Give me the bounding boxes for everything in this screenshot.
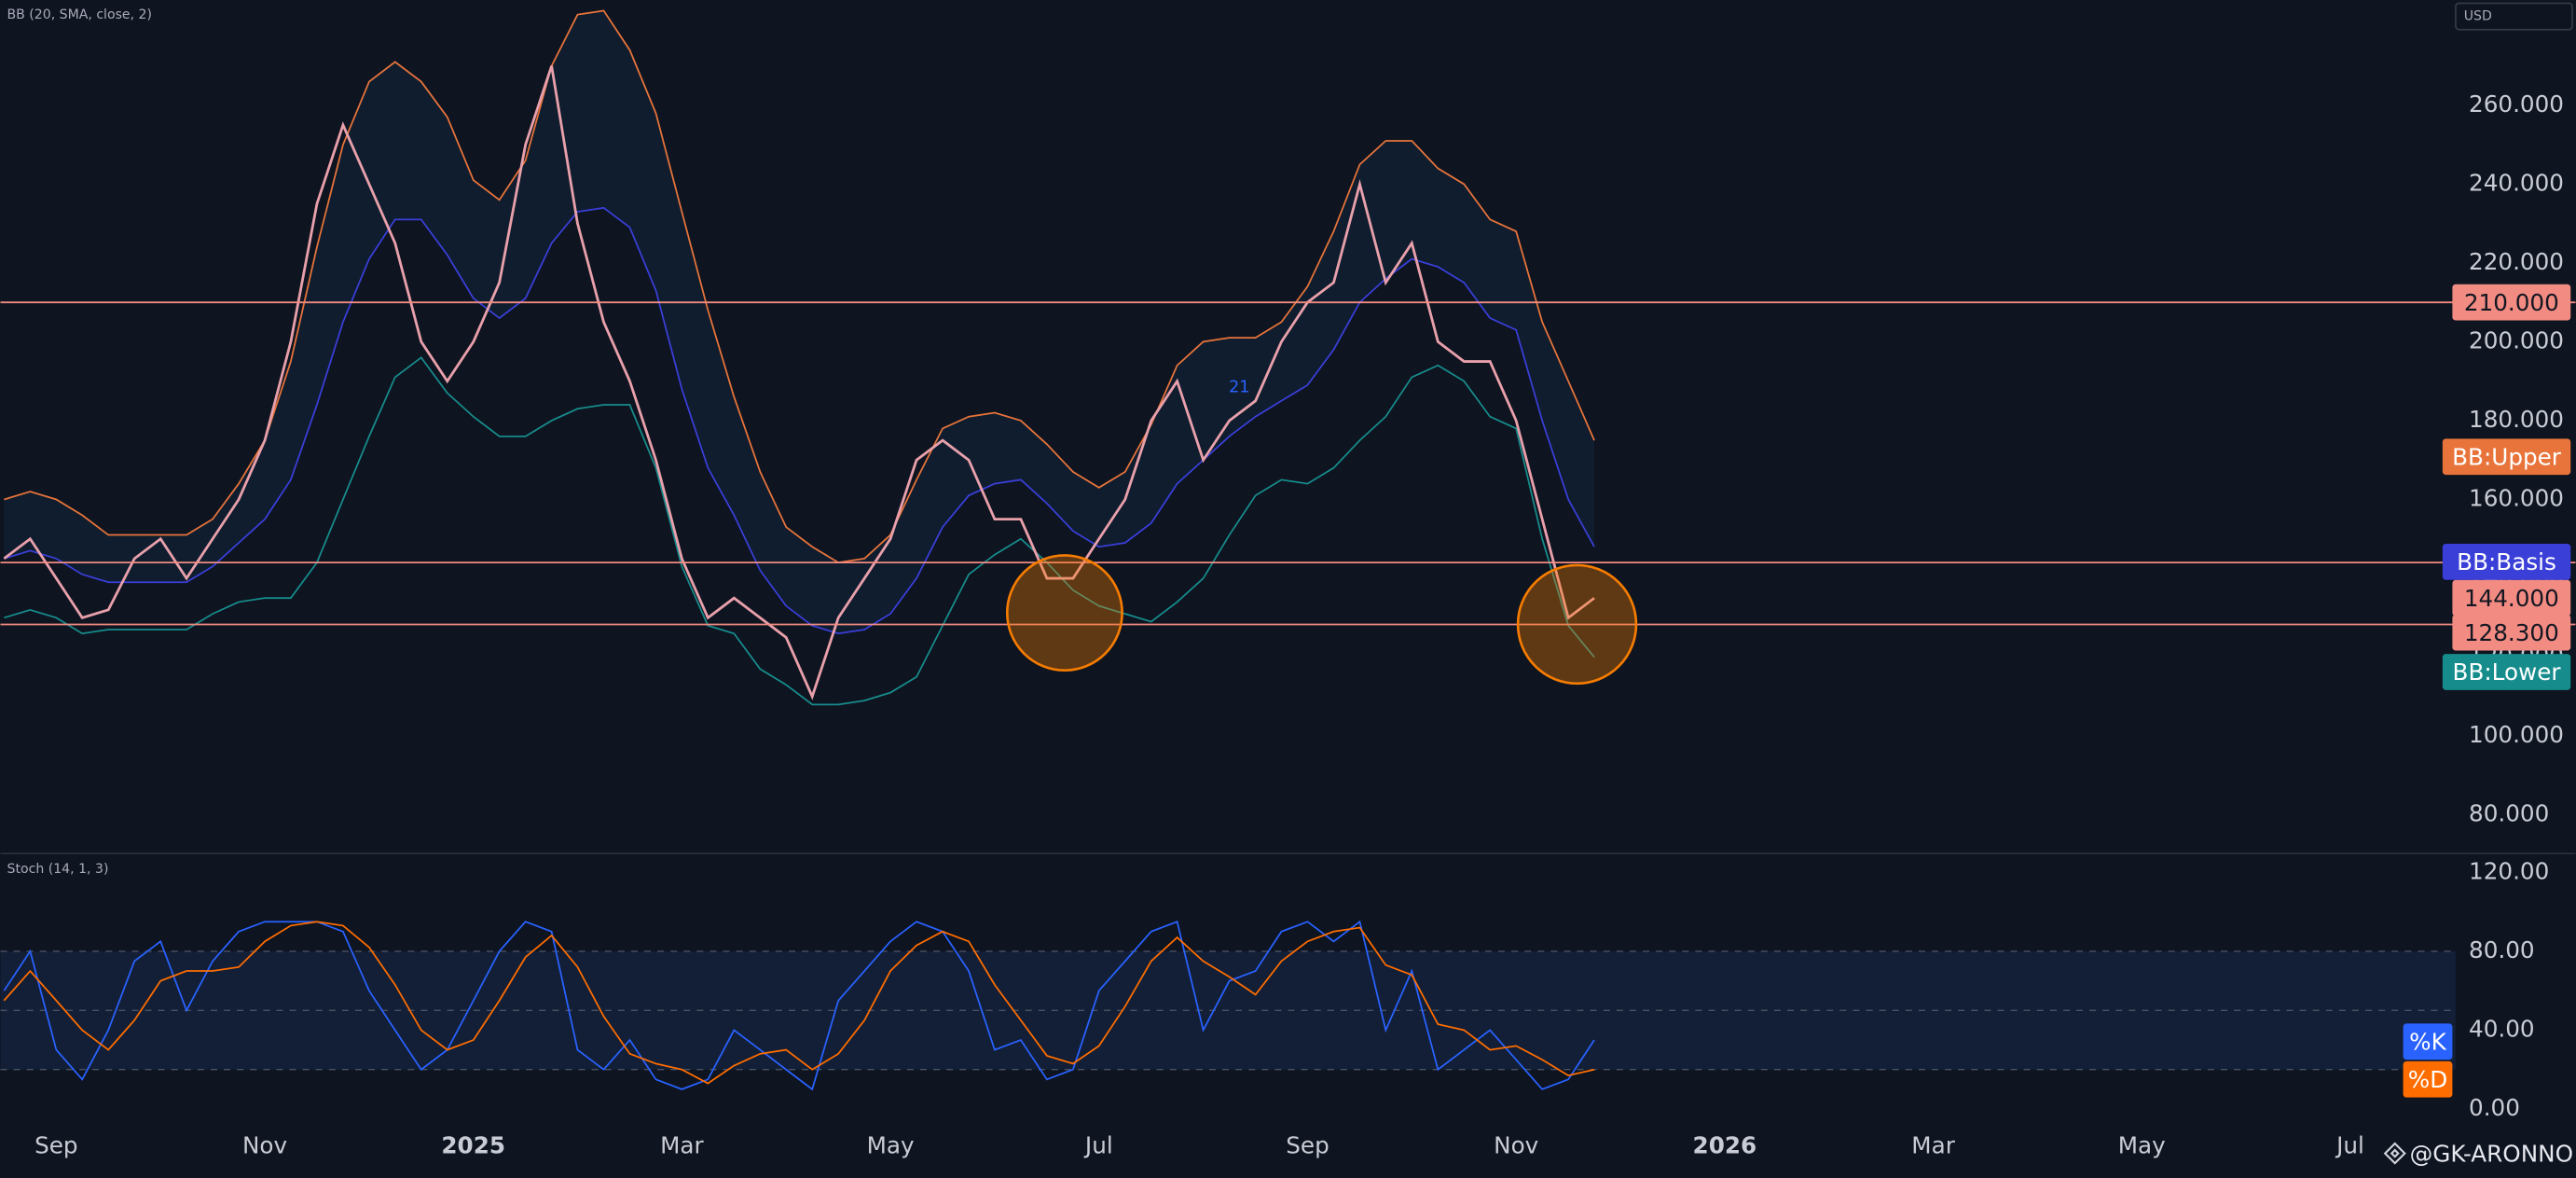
- y-tick-label: 80.00: [2469, 936, 2535, 963]
- bb-line: [4, 206, 1595, 635]
- indicator-title: BB (20, SMA, close, 2): [7, 7, 152, 22]
- y-tick-label: 200.000: [2469, 326, 2564, 353]
- x-tick-label: Jul: [2335, 1132, 2364, 1159]
- x-tick-label: Sep: [34, 1132, 77, 1159]
- legend-label: BB:Upper: [2452, 443, 2562, 470]
- stoch-line: [3, 920, 1595, 1091]
- price-line: [3, 65, 1595, 700]
- legend-label: BB:Basis: [2457, 548, 2556, 575]
- plot-layer: 80.000100.000120.000140.000160.000180.00…: [0, 9, 2576, 1159]
- currency: USD: [2464, 9, 2492, 24]
- bb-fill: [4, 10, 1595, 634]
- level-label-box: [2452, 284, 2571, 321]
- y-tick-label: 220.000: [2469, 248, 2564, 275]
- watermark-icon: [2383, 1142, 2406, 1165]
- highlight-circle: [1516, 563, 1638, 686]
- x-tick-label: Sep: [1286, 1132, 1329, 1159]
- legend-box: [2442, 654, 2571, 690]
- legend-box: [2403, 1023, 2453, 1060]
- legend-box: [2442, 438, 2571, 476]
- highlight-circle: [1005, 554, 1123, 672]
- y-tick-label: 160.000: [2469, 485, 2564, 512]
- level-label: 128.300: [2464, 619, 2559, 646]
- x-tick-label: Mar: [660, 1132, 704, 1159]
- y-tick-label: 240.000: [2469, 169, 2564, 196]
- x-tick-label: May: [2118, 1132, 2166, 1159]
- x-tick-label: Mar: [1911, 1132, 1955, 1159]
- y-tick-label: 100.000: [2469, 721, 2564, 748]
- level-label: 210.000: [2464, 289, 2559, 316]
- stoch-line: [3, 921, 1595, 1085]
- x-tick-label: Jul: [1083, 1132, 1113, 1159]
- x-tick-label: Nov: [1494, 1132, 1538, 1159]
- legend-label: %K: [2409, 1029, 2446, 1056]
- indicator-title: Stoch (14, 1, 3): [7, 862, 109, 877]
- y-tick-label: 40.00: [2469, 1015, 2535, 1042]
- legend-label: BB:Lower: [2453, 658, 2562, 686]
- y-tick-label: 80.000: [2469, 800, 2549, 827]
- y-tick-label: 260.000: [2469, 90, 2564, 118]
- annotation: 21: [1229, 379, 1249, 397]
- x-tick-label: 2025: [441, 1132, 505, 1159]
- y-tick-label: 0.00: [2469, 1094, 2520, 1121]
- level-label: 144.000: [2464, 585, 2559, 612]
- currency-box[interactable]: [2455, 2, 2573, 31]
- legend-label: %D: [2408, 1066, 2447, 1093]
- x-tick-label: May: [867, 1132, 915, 1159]
- watermark: @GK-ARONNO: [2410, 1140, 2573, 1167]
- x-tick-label: 2026: [1693, 1132, 1757, 1159]
- x-tick-label: Nov: [242, 1132, 287, 1159]
- bb-line: [4, 356, 1595, 706]
- legend-box: [2442, 544, 2571, 580]
- y-tick-label: 120.00: [2469, 857, 2549, 884]
- y-tick-label: 180.000: [2469, 406, 2564, 433]
- legend-box: [2403, 1060, 2453, 1098]
- level-label-box: [2452, 579, 2571, 617]
- level-label-box: [2452, 614, 2571, 651]
